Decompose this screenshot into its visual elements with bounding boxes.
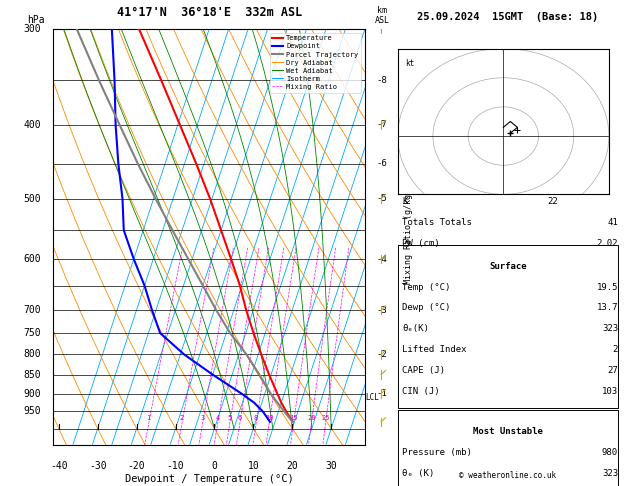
Text: 700: 700: [23, 305, 41, 315]
Text: kt: kt: [404, 59, 414, 68]
Text: 27: 27: [608, 366, 618, 375]
Text: 600: 600: [23, 254, 41, 264]
Text: 25.09.2024  15GMT  (Base: 18): 25.09.2024 15GMT (Base: 18): [417, 12, 599, 22]
Text: CIN (J): CIN (J): [403, 387, 440, 396]
Legend: Temperature, Dewpoint, Parcel Trajectory, Dry Adiabat, Wet Adiabat, Isotherm, Mi: Temperature, Dewpoint, Parcel Trajectory…: [270, 33, 361, 93]
Text: -8: -8: [377, 76, 387, 85]
Text: CAPE (J): CAPE (J): [403, 366, 445, 375]
Text: θₑ (K): θₑ (K): [403, 469, 435, 478]
Text: -1: -1: [377, 389, 387, 398]
Text: 10: 10: [247, 461, 259, 471]
Text: 950: 950: [23, 406, 41, 417]
Text: © weatheronline.co.uk: © weatheronline.co.uk: [459, 471, 557, 480]
Text: -3: -3: [377, 306, 387, 315]
Text: -7: -7: [377, 120, 387, 129]
Text: Pressure (mb): Pressure (mb): [403, 448, 472, 457]
Text: 1: 1: [147, 416, 151, 421]
Text: 2: 2: [180, 416, 184, 421]
Text: -40: -40: [50, 461, 67, 471]
Text: 323: 323: [602, 469, 618, 478]
Text: 25: 25: [321, 416, 330, 421]
Text: 750: 750: [23, 328, 41, 338]
Text: θₑ(K): θₑ(K): [403, 324, 429, 333]
Text: 850: 850: [23, 369, 41, 380]
Text: Most Unstable: Most Unstable: [473, 427, 543, 436]
Text: 4: 4: [216, 416, 220, 421]
Text: 0: 0: [211, 461, 218, 471]
Text: Mixing Ratio (g/kg): Mixing Ratio (g/kg): [404, 190, 413, 284]
Text: 41°17'N  36°18'E  332m ASL: 41°17'N 36°18'E 332m ASL: [116, 6, 302, 19]
Text: 500: 500: [23, 193, 41, 204]
Text: 22: 22: [548, 197, 559, 206]
Text: -6: -6: [377, 159, 387, 168]
Text: Temp (°C): Temp (°C): [403, 282, 451, 292]
Text: hPa: hPa: [27, 15, 45, 25]
Text: 900: 900: [23, 389, 41, 399]
Text: LCL: LCL: [365, 393, 379, 402]
Text: Lifted Index: Lifted Index: [403, 345, 467, 354]
Text: -20: -20: [128, 461, 145, 471]
Text: 15: 15: [289, 416, 298, 421]
Text: 980: 980: [602, 448, 618, 457]
Text: 10: 10: [265, 416, 274, 421]
Text: 5: 5: [228, 416, 232, 421]
Text: -5: -5: [377, 194, 387, 203]
Text: 6: 6: [238, 416, 242, 421]
Text: K: K: [403, 197, 408, 206]
Text: 2.02: 2.02: [597, 239, 618, 248]
Text: 41: 41: [608, 218, 618, 227]
Text: Surface: Surface: [489, 261, 526, 271]
Text: 400: 400: [23, 120, 41, 130]
Text: Dewpoint / Temperature (°C): Dewpoint / Temperature (°C): [125, 474, 294, 484]
Text: 20: 20: [307, 416, 316, 421]
Text: -30: -30: [89, 461, 106, 471]
Text: 19.5: 19.5: [597, 282, 618, 292]
Text: 103: 103: [602, 387, 618, 396]
Text: PW (cm): PW (cm): [403, 239, 440, 248]
Text: 323: 323: [602, 324, 618, 333]
Text: 8: 8: [254, 416, 259, 421]
Text: 3: 3: [201, 416, 204, 421]
Text: Totals Totals: Totals Totals: [403, 218, 472, 227]
Text: 300: 300: [23, 24, 41, 34]
Bar: [398, 245, 618, 408]
Text: -10: -10: [167, 461, 184, 471]
Text: 2: 2: [613, 345, 618, 354]
Text: 30: 30: [325, 461, 337, 471]
Text: 13.7: 13.7: [597, 303, 618, 312]
Text: -4: -4: [377, 255, 387, 263]
Bar: [398, 410, 618, 486]
Text: -2: -2: [377, 350, 387, 359]
Text: 800: 800: [23, 349, 41, 360]
Text: Dewp (°C): Dewp (°C): [403, 303, 451, 312]
Text: 20: 20: [286, 461, 298, 471]
Text: km
ASL: km ASL: [374, 6, 389, 25]
